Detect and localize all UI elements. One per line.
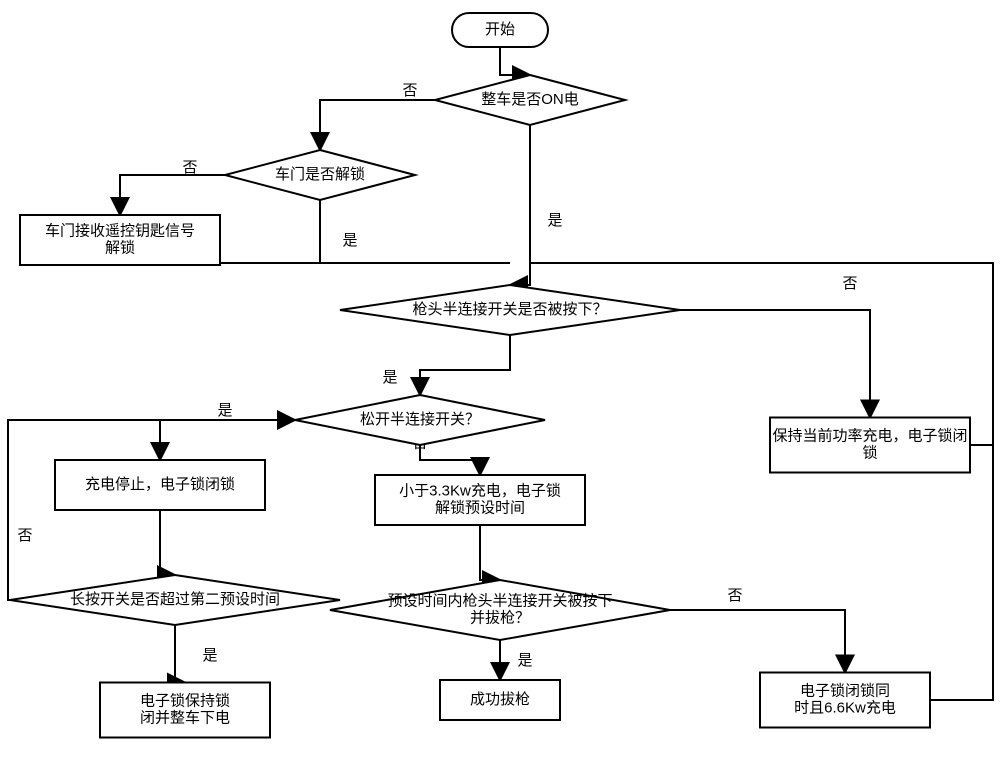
edge-label: 否: [842, 275, 857, 292]
node-text: 松开半连接开关？: [360, 411, 480, 428]
edge-label: 否: [17, 527, 32, 544]
node-text: 小于3.3Kw充电，电子锁: [399, 482, 561, 499]
node-text: 时且6.6Kw充电: [794, 700, 896, 717]
node-p_relock: 电子锁闭锁同时且6.6Kw充电: [760, 673, 930, 728]
edge-label: 是: [342, 232, 357, 249]
flow-edge: [680, 310, 870, 418]
flow-edge: [420, 445, 480, 475]
flow-edge: [530, 263, 993, 700]
node-p_low: 小于3.3Kw充电，电子锁解锁预设时间: [375, 475, 585, 525]
edge-label: 否: [402, 82, 417, 99]
edge-label: 否: [727, 587, 742, 604]
node-text: 并拔枪？: [470, 610, 530, 627]
node-text: 解锁预设时间: [435, 500, 525, 517]
node-text: 保持当前功率充电，电子锁闭: [772, 427, 967, 444]
flow-edge: [160, 510, 175, 575]
node-q_door: 车门是否解锁: [225, 150, 415, 200]
flow-edge: [175, 625, 185, 683]
node-text: 成功拔枪: [470, 691, 530, 708]
node-text: 电子锁闭锁同: [800, 682, 890, 699]
node-text: 充电停止，电子锁闭锁: [85, 476, 235, 493]
node-text: 长按开关是否超过第二预设时间: [70, 590, 280, 608]
node-text: 整车是否ON电: [481, 91, 579, 108]
node-q_half: 枪头半连接开关是否被按下？: [340, 285, 680, 335]
edge-label: 否: [182, 159, 197, 176]
node-p_keep: 保持当前功率充电，电子锁闭锁: [770, 418, 970, 473]
flow-edge: [500, 47, 530, 75]
flowchart: 否是否是否是是否是否是否开始整车是否ON电车门是否解锁车门接收遥控钥匙信号解锁枪…: [0, 0, 1000, 777]
edge-label: 是: [202, 647, 217, 664]
node-text: 闭并整车下电: [140, 710, 230, 727]
node-start: 开始: [452, 13, 548, 47]
node-p_remote: 车门接收遥控钥匙信号解锁: [20, 215, 220, 265]
edge-label: 是: [217, 402, 232, 419]
flow-edge: [320, 100, 435, 150]
node-q_pull: 预设时间内枪头半连接开关被按下并拔枪？: [330, 580, 670, 640]
flow-edge: [420, 335, 510, 395]
node-text: 锁: [862, 445, 877, 462]
node-text: 电子锁保持锁: [140, 692, 230, 709]
node-text: 预设时间内枪头半连接开关被按下: [387, 592, 612, 609]
node-text: 车门接收遥控钥匙信号: [45, 222, 195, 239]
node-p_lockdn: 电子锁保持锁闭并整车下电: [100, 683, 270, 738]
node-text: 解锁: [105, 240, 135, 257]
node-p_stop: 充电停止，电子锁闭锁: [55, 460, 265, 510]
flow-edge: [670, 610, 845, 673]
node-q_long: 长按开关是否超过第二预设时间: [10, 575, 340, 625]
edge-label: 是: [382, 369, 397, 386]
flow-edge: [510, 125, 530, 285]
node-q_on: 整车是否ON电: [435, 75, 625, 125]
edge-label: 是: [517, 652, 532, 669]
flow-edge: [120, 175, 225, 215]
node-q_rel: 松开半连接开关？: [295, 395, 545, 445]
node-p_pullok: 成功拔枪: [440, 680, 560, 720]
edge-label: 是: [547, 212, 562, 229]
node-text: 枪头半连接开关是否被按下？: [412, 301, 607, 318]
node-text: 车门是否解锁: [275, 166, 365, 183]
flow-edge: [480, 525, 500, 580]
flow-edge: [160, 420, 295, 460]
node-text: 开始: [485, 21, 515, 38]
